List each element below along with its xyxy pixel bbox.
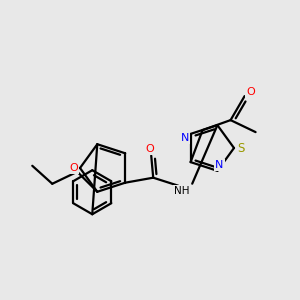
Text: S: S [237, 142, 245, 154]
Text: O: O [246, 87, 255, 97]
Text: O: O [146, 144, 154, 154]
Text: NH: NH [175, 186, 190, 196]
Text: N: N [215, 160, 224, 170]
Text: O: O [70, 163, 78, 173]
Text: N: N [180, 133, 189, 143]
